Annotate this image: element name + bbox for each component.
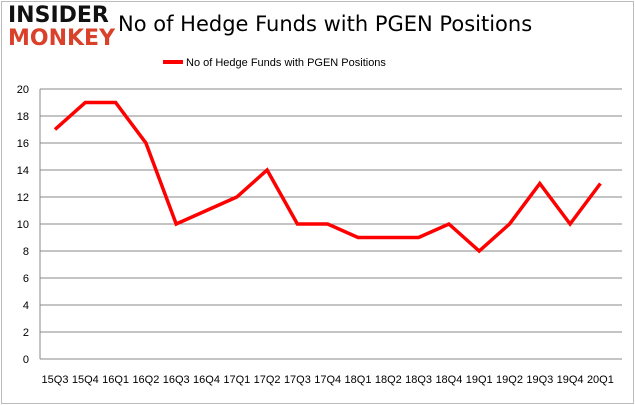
x-tick-label: 19Q3 [526,374,553,386]
series-line [53,100,602,254]
y-tick-label: 10 [17,219,29,231]
x-tick-label: 15Q4 [72,374,99,386]
x-tick-label: 18Q3 [405,374,432,386]
y-tick-label: 8 [23,246,29,258]
insider-monkey-logo: INSIDER MONKEY [8,4,115,50]
x-tick-label: 17Q3 [284,374,311,386]
legend-label: No of Hedge Funds with PGEN Positions [186,57,386,69]
y-tick-label: 6 [23,273,29,285]
x-tick-label: 17Q2 [254,374,281,386]
logo-line1: INSIDER [8,3,109,28]
x-tick-label: 16Q2 [132,374,159,386]
y-tick-label: 18 [17,111,29,123]
x-tick-label: 17Q1 [223,374,250,386]
y-tick-label: 20 [17,84,29,96]
x-tick-label: 19Q2 [496,374,523,386]
x-tick-label: 18Q1 [345,374,372,386]
y-tick-label: 16 [17,138,29,150]
x-tick-label: 16Q3 [163,374,190,386]
y-tick-label: 4 [23,300,29,312]
x-tick-label: 19Q1 [466,374,493,386]
x-tick-label: 17Q4 [314,374,341,386]
x-tick-label: 19Q4 [557,374,584,386]
y-tick-label: 0 [23,354,29,366]
x-tick-label: 18Q4 [435,374,462,386]
logo-line2: MONKEY [8,26,116,51]
y-tick-label: 12 [17,192,29,204]
y-tick-label: 2 [23,327,29,339]
x-tick-label: 20Q1 [587,374,614,386]
chart-title: No of Hedge Funds with PGEN Positions [118,12,533,36]
x-tick-label: 18Q2 [375,374,402,386]
x-tick-label: 16Q4 [193,374,220,386]
x-tick-label: 16Q1 [102,374,129,386]
x-tick-label: 15Q3 [42,374,69,386]
y-tick-label: 14 [17,165,29,177]
